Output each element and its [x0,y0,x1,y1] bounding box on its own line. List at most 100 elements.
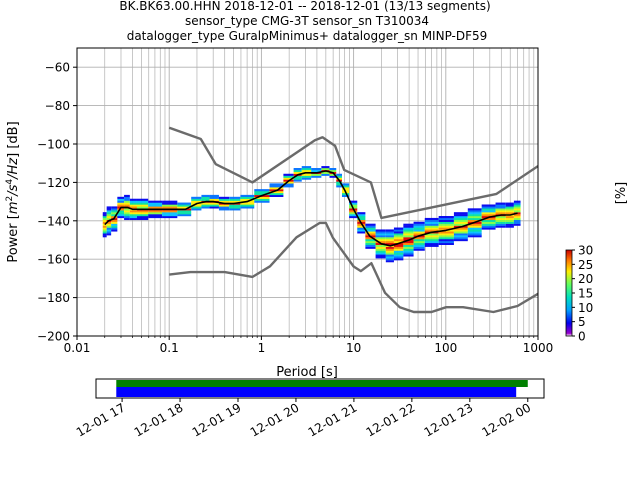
ppsd-cell [111,223,118,226]
ppsd-cell [191,200,202,203]
ppsd-cell [124,217,130,221]
ppsd-cell [424,237,439,240]
ppsd-cell [403,231,414,234]
ppsd-cell [495,206,506,209]
ppsd-cell [453,216,468,219]
ppsd-cell [375,244,386,247]
ppsd-cell [385,229,394,232]
ppsd-cell [413,237,425,240]
ppsd-cell [209,198,219,201]
ppsd-cell [393,239,404,242]
ppsd-cell [413,221,425,224]
ppsd-cell [254,198,270,201]
ppsd-cell [495,221,506,224]
ppsd-cell [375,237,386,240]
ppsd-cell [413,246,425,249]
ppsd-cell [218,204,230,207]
ppsd-cell [321,173,330,176]
ppsd-cell [365,231,376,234]
colorbar-tick-label: 20 [578,272,593,286]
ppsd-cell [513,206,521,209]
ppsd-cell [438,225,454,228]
ppsd-cell [385,258,394,261]
ppsd-cell [365,240,376,244]
ppsd-cell [102,233,107,236]
ppsd-cell [495,208,506,211]
ppsd-cell [413,223,425,226]
ppsd-cell [111,212,118,215]
ppsd-cell [254,196,270,199]
ppsd-cell [191,206,202,209]
ppsd-cell [453,223,468,226]
ppsd-cell [467,223,482,226]
ppsd-cell [424,240,439,244]
ppsd-cell [162,200,178,203]
ppsd-cell [357,227,366,230]
ppsd-cell [505,221,514,224]
ppsd-cell [453,229,468,232]
ppsd-cell [124,204,130,207]
timeline-tick-label: 12-01 18 [132,400,186,439]
ppsd-cell [453,214,468,217]
ppsd-cell [111,227,118,230]
ppsd-cell [293,177,302,180]
ppsd-cell [129,204,137,207]
ppsd-cell [357,229,366,232]
high-noise-model-line [168,126,538,220]
ppsd-cell [311,168,322,171]
ppsd-cell [329,168,337,171]
timeline-ticks: 12-01 17 12-01 18 12-01 19 12-01 20 12-01 21… [74,398,533,440]
ppsd-cell [424,242,439,245]
ppsd-cell [254,191,270,194]
ppsd-cell [513,217,521,221]
ppsd-cell [413,248,425,251]
ppsd-cell [148,214,163,217]
ppsd-cell [453,235,468,238]
ppsd-cell [375,235,386,238]
ppsd-cell [162,206,178,209]
ppsd-cell [375,252,386,255]
ppsd-cell [117,208,125,211]
ppsd-cell [505,208,514,211]
ppsd-cell [403,242,414,245]
ppsd-cell [111,229,118,232]
ppsd-cell [336,175,342,178]
ppsd-cell [375,248,386,251]
ppsd-cell [111,206,118,209]
ppsd-cell [111,219,118,222]
ppsd-cell [438,233,454,236]
ppsd-cell [311,169,322,173]
ppsd-cell [111,225,118,228]
ppsd-cell [393,237,404,240]
ppsd-cell [365,244,376,247]
colorbar-tick-label: 25 [578,258,593,272]
ppsd-cell [341,187,350,190]
ppsd-cell [393,252,404,255]
ppsd-cell [393,231,404,234]
ppsd-cell [357,216,366,219]
ppsd-cell [495,216,506,219]
ppsd-cell [505,219,514,222]
ppsd-cell [375,240,386,244]
ppsd-cell [321,168,330,171]
ppsd-cell [117,202,125,205]
title-line-2: sensor_type CMG-3T sensor_sn T310034 [185,14,429,28]
ppsd-cell [513,200,521,203]
ppsd-cell [209,202,219,205]
ppsd-cell [393,256,404,259]
ppsd-cell [365,233,376,236]
colorbar-tick-label: 0 [578,330,586,344]
ppsd-cell [424,244,439,247]
ppsd-cell [106,233,112,236]
ppsd-cell [385,235,394,238]
ppsd-cell [467,219,482,222]
ppsd-cell [505,212,514,215]
ppsd-cell [467,214,482,217]
ppsd-cell [254,192,270,196]
colorbar [565,249,573,337]
ppsd-cell [301,166,312,169]
ppsd-cell [365,239,376,242]
ppsd-cell [102,231,107,234]
ppsd-cell [403,240,414,244]
